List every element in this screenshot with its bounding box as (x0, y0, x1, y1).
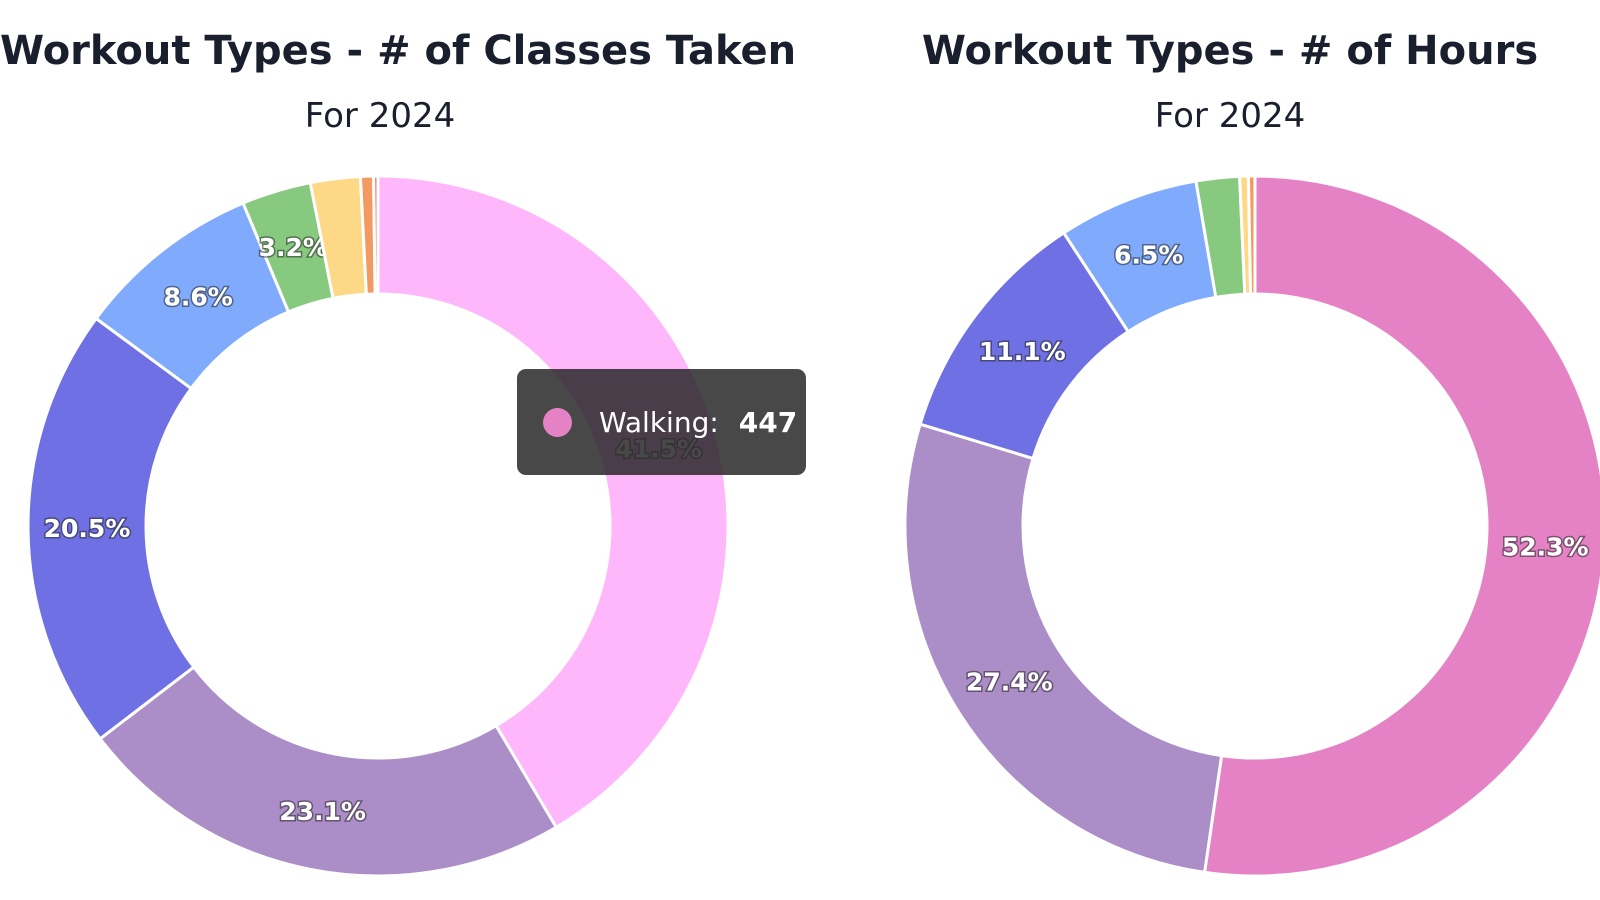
slice-data-label: 6.5% (1114, 241, 1183, 270)
slice-data-label: 27.4% (966, 667, 1053, 696)
slice-data-label: 11.1% (979, 337, 1066, 366)
chart-title-hours: Workout Types - # of Hours (921, 28, 1539, 74)
donut-slice[interactable] (903, 422, 1224, 875)
chart-tooltip: Walking: 447 (517, 369, 806, 475)
donut-slice[interactable] (26, 316, 196, 741)
slice-data-label: 20.5% (44, 514, 131, 543)
tooltip-color-dot-icon (543, 407, 572, 437)
donut-slice[interactable] (372, 174, 380, 296)
slice-data-label: 8.6% (164, 283, 233, 312)
donut-slice[interactable] (1202, 174, 1600, 878)
chart-title-classes: Workout Types - # of Classes Taken (0, 28, 797, 74)
chart-subtitle-hours: For 2024 (1154, 96, 1306, 136)
tooltip-value: 447 (738, 405, 798, 439)
slice-data-label: 23.1% (279, 797, 366, 826)
slice-data-label: 3.2% (259, 233, 328, 262)
chart-subtitle-classes: For 2024 (304, 96, 456, 136)
donut-slice[interactable] (1246, 174, 1257, 296)
tooltip-label: Walking: (599, 405, 719, 439)
slice-data-label: 52.3% (1502, 533, 1589, 562)
donut-slice[interactable] (97, 664, 559, 878)
